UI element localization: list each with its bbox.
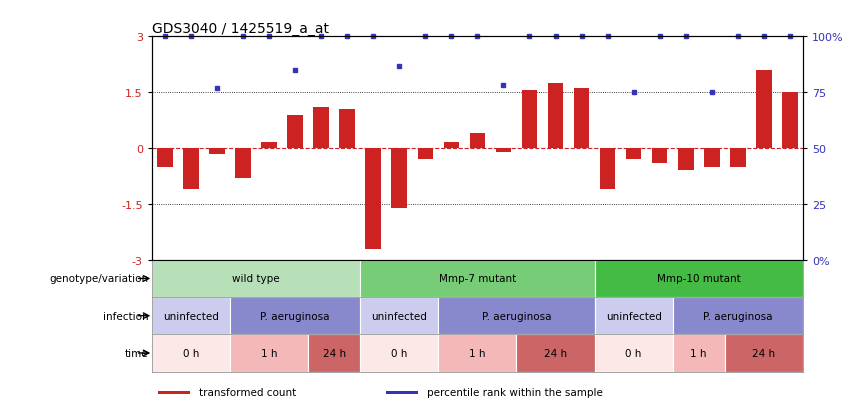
Bar xyxy=(626,149,641,160)
Bar xyxy=(470,134,485,149)
Bar xyxy=(438,297,595,335)
Text: uninfected: uninfected xyxy=(372,311,427,321)
Bar xyxy=(230,335,308,372)
Bar xyxy=(782,93,798,149)
Bar xyxy=(673,297,803,335)
Text: genotype/variation: genotype/variation xyxy=(49,274,148,284)
Bar xyxy=(595,297,673,335)
Bar xyxy=(360,260,595,297)
Text: 1 h: 1 h xyxy=(469,348,486,358)
Text: Mmp-7 mutant: Mmp-7 mutant xyxy=(439,274,516,284)
Text: time: time xyxy=(125,348,148,358)
Bar xyxy=(339,109,355,149)
Bar xyxy=(673,335,725,372)
Text: 24 h: 24 h xyxy=(544,348,567,358)
Bar xyxy=(158,391,189,394)
Bar xyxy=(209,149,225,154)
Bar xyxy=(548,83,563,149)
Text: percentile rank within the sample: percentile rank within the sample xyxy=(427,387,603,397)
Text: uninfected: uninfected xyxy=(606,311,661,321)
Bar xyxy=(287,115,303,149)
Text: transformed count: transformed count xyxy=(200,387,297,397)
Text: P. aeruginosa: P. aeruginosa xyxy=(482,311,551,321)
Bar xyxy=(444,143,459,149)
Bar xyxy=(360,335,438,372)
Bar xyxy=(157,149,173,167)
Bar xyxy=(418,149,433,160)
Text: P. aeruginosa: P. aeruginosa xyxy=(703,311,773,321)
Text: 1 h: 1 h xyxy=(260,348,278,358)
Bar xyxy=(496,149,511,152)
Bar xyxy=(678,149,694,171)
Text: 1 h: 1 h xyxy=(690,348,707,358)
Bar xyxy=(183,149,199,190)
Bar xyxy=(152,260,360,297)
Bar xyxy=(365,149,381,249)
Text: P. aeruginosa: P. aeruginosa xyxy=(260,311,330,321)
Text: 0 h: 0 h xyxy=(183,348,199,358)
Text: wild type: wild type xyxy=(233,274,279,284)
Text: 24 h: 24 h xyxy=(753,348,775,358)
Bar xyxy=(652,149,667,164)
Bar xyxy=(725,335,803,372)
Text: infection: infection xyxy=(103,311,148,321)
Bar xyxy=(438,335,516,372)
Bar xyxy=(391,149,407,208)
Bar xyxy=(308,335,360,372)
Bar xyxy=(730,149,746,167)
Text: Mmp-10 mutant: Mmp-10 mutant xyxy=(657,274,740,284)
Bar xyxy=(600,149,615,190)
Bar xyxy=(386,391,418,394)
Bar xyxy=(516,335,595,372)
Text: GDS3040 / 1425519_a_at: GDS3040 / 1425519_a_at xyxy=(152,22,329,36)
Bar xyxy=(152,335,230,372)
Text: uninfected: uninfected xyxy=(163,311,219,321)
Bar xyxy=(313,108,329,149)
Bar xyxy=(756,71,772,149)
Bar xyxy=(360,297,438,335)
Bar xyxy=(595,335,673,372)
Bar xyxy=(704,149,720,167)
Bar xyxy=(595,260,803,297)
Bar xyxy=(230,297,360,335)
Text: 0 h: 0 h xyxy=(391,348,407,358)
Bar xyxy=(261,143,277,149)
Text: 0 h: 0 h xyxy=(626,348,641,358)
Bar xyxy=(235,149,251,178)
Bar xyxy=(574,89,589,149)
Text: 24 h: 24 h xyxy=(323,348,345,358)
Bar xyxy=(152,297,230,335)
Bar xyxy=(522,91,537,149)
